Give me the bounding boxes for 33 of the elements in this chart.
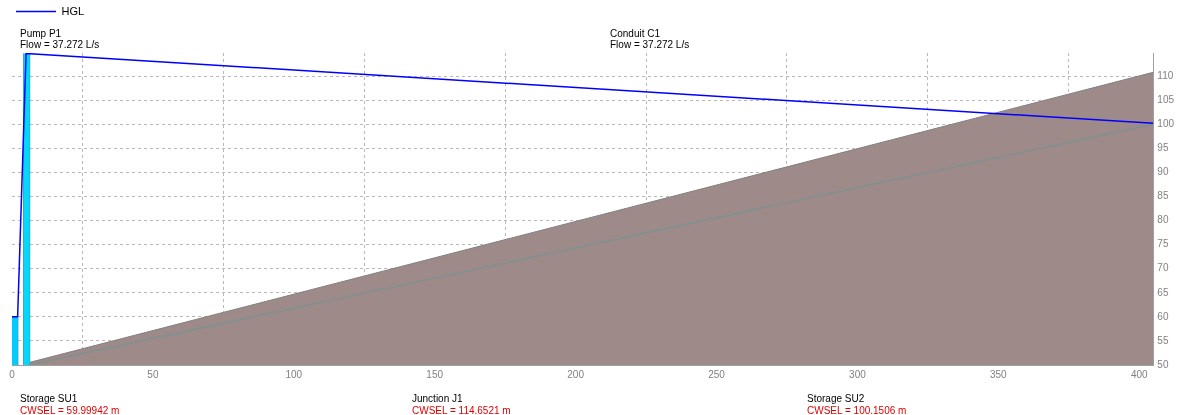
legend-label: HGL [61, 4, 85, 17]
x-tick-label: 100 [285, 368, 303, 380]
x-tick-label: 400 [1130, 368, 1148, 380]
y-tick-label: 55 [1157, 334, 1169, 346]
text: Junction J1 [412, 392, 464, 404]
y-tick-label: 100 [1157, 118, 1175, 130]
y-tick-label: 65 [1157, 286, 1169, 298]
text: CWSEL = 114.6521 m [412, 404, 511, 415]
y-tick-label: 110 [1157, 69, 1174, 81]
text: Conduit C1 [610, 27, 661, 39]
y-tick-label: 95 [1157, 142, 1169, 154]
y-tick-label: 80 [1157, 214, 1169, 226]
text: CWSEL = 100.1506 m [807, 404, 907, 415]
y-tick-label: 85 [1157, 190, 1169, 202]
text: Pump P1 [20, 27, 62, 39]
x-tick-label: 150 [426, 368, 444, 380]
y-tick-label: 60 [1157, 310, 1169, 322]
x-tick-label: 200 [567, 368, 585, 380]
text: CWSEL = 59.99942 m [20, 404, 120, 415]
text: Storage SU1 [20, 392, 78, 404]
y-tick-label: 50 [1157, 358, 1169, 370]
y-tick-label: 90 [1157, 166, 1169, 178]
x-tick-label: 250 [708, 368, 726, 380]
text: Flow = 37.272 L/s [610, 38, 690, 50]
x-tick-label: 350 [989, 368, 1008, 380]
x-tick-label: 50 [147, 368, 159, 380]
y-tick-label: 75 [1157, 238, 1169, 250]
text: Storage SU2 [807, 392, 865, 404]
y-tick-label: 70 [1157, 262, 1169, 274]
text: Flow = 37.272 L/s [20, 38, 100, 50]
x-tick-label: 300 [849, 368, 867, 380]
x-tick-label: 0 [9, 368, 16, 380]
y-tick-label: 105 [1157, 93, 1175, 105]
